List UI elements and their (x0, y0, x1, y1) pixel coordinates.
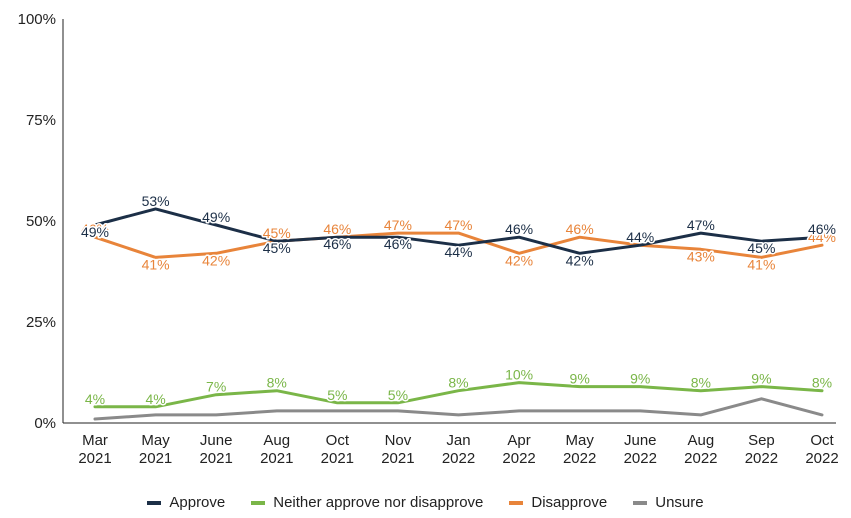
data-label: 8% (812, 375, 832, 391)
data-label: 44% (626, 229, 654, 245)
x-tick-label: Mar 2021 (78, 432, 111, 467)
data-label: 53% (142, 193, 170, 209)
legend-label: Approve (169, 494, 226, 511)
data-label: 49% (81, 224, 109, 240)
data-label: 10% (505, 367, 533, 383)
data-label: 41% (142, 256, 170, 272)
x-tick-label: June 2021 (199, 432, 232, 467)
data-label: 47% (444, 217, 472, 233)
series-line-unsure (93, 397, 824, 421)
y-tick-label: 25% (26, 314, 56, 331)
legend-swatch (147, 500, 162, 505)
data-labels: 4% 4%7% 8%5% 5%8%10% 9% 9% 8% 9% 8%46%41% 42%45% 4… (79, 191, 837, 408)
x-tick-label: May 2022 (563, 432, 596, 467)
y-tick-label: 75% (26, 112, 56, 129)
series-layer (93, 207, 824, 421)
data-label: 46% (808, 221, 836, 237)
data-label: 4% (85, 391, 105, 407)
data-label: 42% (566, 252, 594, 268)
series-line-neither-approve-nor-disapprove (93, 381, 824, 409)
x-axis: Mar 2021 May 2021 June 2021 Aug 2021 Oct 2021 Nov 2… (63, 422, 839, 467)
x-tick-label: May 2021 (139, 432, 172, 467)
legend-item: Approve (147, 494, 225, 511)
data-label: 8% (691, 375, 711, 391)
legend-swatch (633, 500, 648, 505)
y-axis: 0% 25% 50% 75% 100% (18, 11, 64, 432)
legend-label: Unsure (655, 494, 704, 511)
data-label: 4% (145, 391, 165, 407)
data-label: 49% (202, 209, 230, 225)
x-tick-label: Aug 2021 (260, 432, 293, 467)
data-label: 41% (747, 256, 775, 272)
y-tick-label: 100% (18, 11, 56, 28)
data-label: 42% (505, 252, 533, 268)
x-tick-label: Apr 2022 (502, 432, 535, 467)
series-line-approve (93, 207, 824, 255)
data-label: 46% (323, 236, 351, 252)
data-label: 8% (267, 375, 287, 391)
y-tick-label: 0% (34, 415, 56, 432)
data-label: 5% (388, 387, 408, 403)
legend-swatch (509, 500, 524, 505)
legend-item: Neither approve nor disapprove (251, 494, 483, 511)
data-label: 45% (263, 225, 291, 241)
data-label: 9% (630, 371, 650, 387)
legend-item: Disapprove (509, 494, 607, 511)
line-chart: 0% 25% 50% 75% 100% Mar 2021 May 2021 June 2021 Au… (18, 11, 839, 467)
x-tick-label: Sep 2022 (745, 432, 778, 467)
data-label: 46% (323, 221, 351, 237)
data-label: 47% (687, 217, 715, 233)
y-tick-label: 50% (26, 213, 56, 230)
x-tick-label: Aug 2022 (684, 432, 717, 467)
data-label: 46% (81, 221, 109, 237)
data-label: 46% (384, 236, 412, 252)
data-label: 45% (263, 240, 291, 256)
x-tick-label: Jan 2022 (442, 432, 475, 467)
data-label: 47% (384, 217, 412, 233)
x-tick-label: Oct 2022 (805, 432, 838, 467)
data-label: 44% (808, 229, 836, 245)
series-line-disapprove (93, 231, 824, 259)
data-label: 8% (448, 375, 468, 391)
data-label: 9% (570, 371, 590, 387)
x-tick-label: June 2022 (624, 432, 657, 467)
legend-item: Unsure (633, 494, 704, 511)
data-label: 46% (566, 221, 594, 237)
data-label: 42% (202, 252, 230, 268)
data-label: 9% (751, 371, 771, 387)
data-label: 46% (505, 221, 533, 237)
data-label: 5% (327, 387, 347, 403)
data-label: 45% (747, 240, 775, 256)
data-label: 44% (626, 229, 654, 245)
legend-label: Neither approve nor disapprove (273, 494, 484, 511)
legend-label: Disapprove (531, 494, 608, 511)
legend-swatch (251, 500, 266, 505)
data-label: 43% (687, 248, 715, 264)
data-label: 44% (444, 244, 472, 260)
x-tick-label: Oct 2021 (321, 432, 354, 467)
x-tick-label: Nov 2021 (381, 432, 414, 467)
legend: Approve Neither approve nor disapprove Dis… (0, 494, 851, 511)
data-label: 7% (206, 379, 226, 395)
